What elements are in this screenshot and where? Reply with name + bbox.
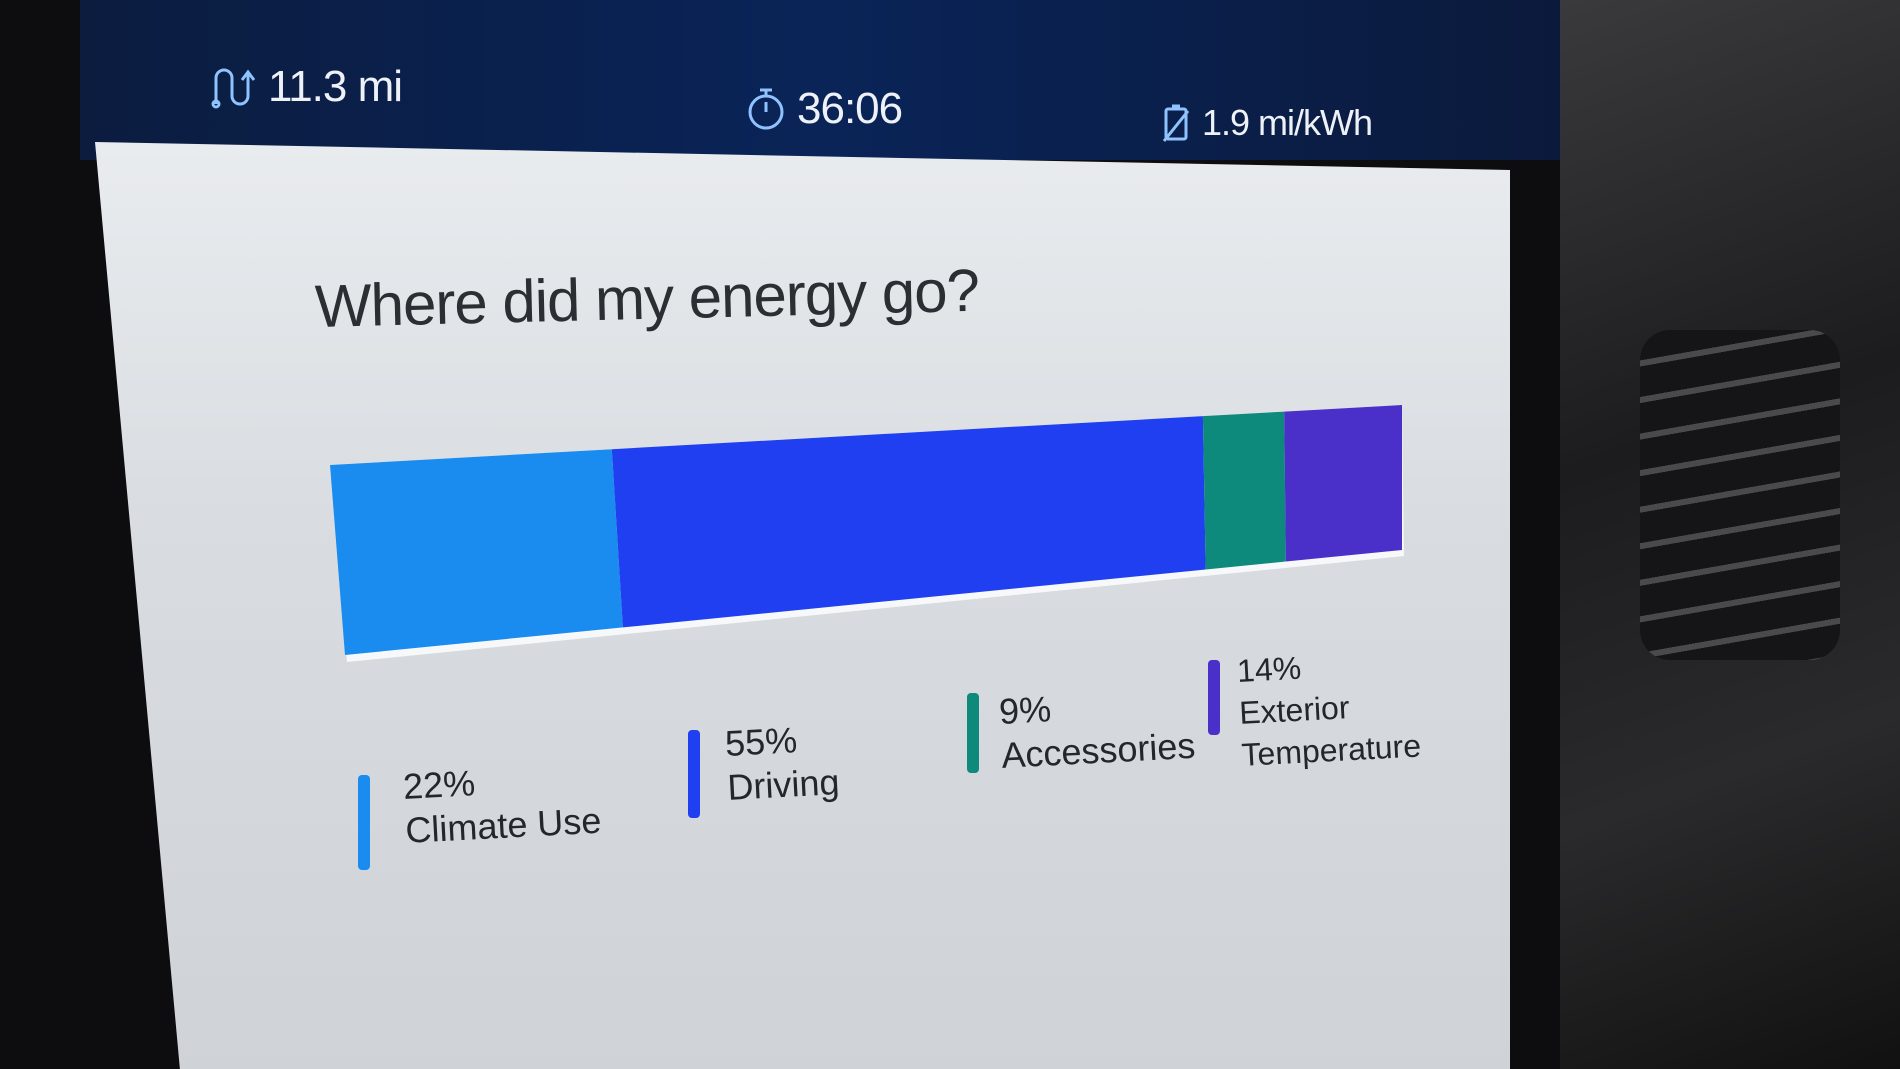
bar-segment-accessories: [1202, 411, 1286, 570]
bar-segment-exterior-temperature: [1284, 405, 1402, 562]
trip-efficiency: 1.9 mi/kWh: [1160, 102, 1373, 144]
dashboard-trim: [1560, 0, 1900, 1069]
duration-value: 36:06: [797, 84, 903, 133]
legend-pct: 55%: [724, 719, 799, 764]
legend-item-driving: 55% Driving: [724, 716, 840, 810]
legend-item-exterior: 14% Exterior Temperature: [1236, 641, 1422, 776]
route-icon: [211, 68, 256, 109]
distance-value: 11.3 mi: [268, 62, 403, 111]
legend-item-climate: 22% Climate Use: [402, 755, 602, 853]
stopwatch-icon: [748, 88, 784, 130]
trip-distance: 11.3 mi: [210, 62, 403, 112]
legend-label: Driving: [726, 761, 841, 808]
legend-item-accessories: 9% Accessories: [998, 680, 1196, 778]
battery-efficiency-icon: [1162, 104, 1190, 142]
legend-marker-accessories: [967, 693, 979, 773]
efficiency-value: 1.9 mi/kWh: [1202, 102, 1373, 143]
legend-marker-climate: [358, 775, 370, 870]
bar-segment-climate-use: [330, 449, 623, 655]
trip-duration: 36:06: [745, 84, 903, 134]
air-vent: [1640, 330, 1840, 660]
legend-marker-exterior: [1208, 660, 1220, 735]
trip-summary-bar: [80, 0, 1560, 160]
bar-segment-driving: [611, 416, 1206, 628]
legend-marker-driving: [688, 730, 700, 818]
